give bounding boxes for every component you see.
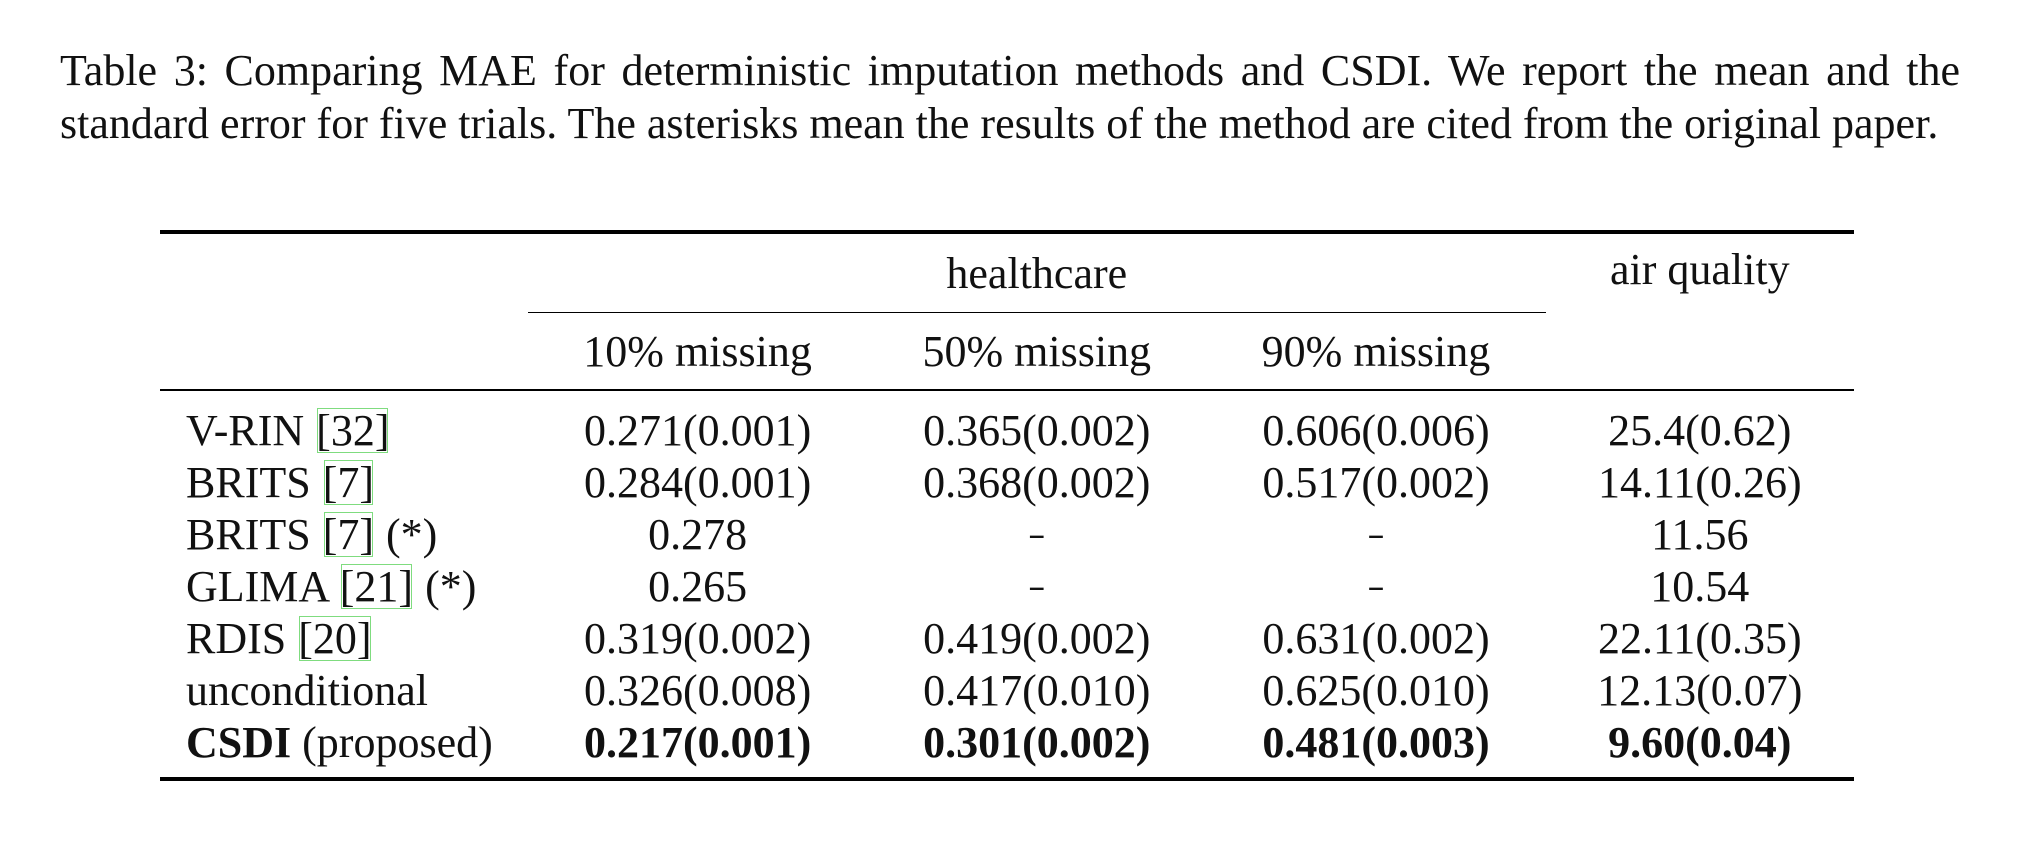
sub-header-blank xyxy=(160,313,528,391)
sub-header-90: 90% missing xyxy=(1261,326,1491,376)
value-cell: 10.54 xyxy=(1650,562,1750,611)
method-cell: BRITS [7] (*) xyxy=(160,509,528,561)
method-cell: RDIS [20] xyxy=(160,613,528,665)
method-suffix: (*) xyxy=(414,562,477,611)
results-table-container: healthcare air quality 10% missing 50% m… xyxy=(160,230,1854,781)
value-cell: 25.4(0.62) xyxy=(1608,406,1792,455)
method-suffix: (proposed) xyxy=(291,718,493,767)
table-row-unconditional: unconditional 0.326(0.008) 0.417(0.010) … xyxy=(160,665,1854,717)
value-cell: 22.11(0.35) xyxy=(1597,614,1802,663)
table-row-rdis: RDIS [20] 0.319(0.002) 0.419(0.002) 0.63… xyxy=(160,613,1854,665)
citation-link[interactable]: [7] xyxy=(322,510,375,559)
value-cell: 0.365(0.002) xyxy=(923,406,1151,455)
value-cell: 12.13(0.07) xyxy=(1597,666,1803,715)
value-cell: 0.368(0.002) xyxy=(923,458,1151,507)
citation-link[interactable]: [21] xyxy=(339,562,414,611)
value-cell-best: 0.481(0.003) xyxy=(1262,718,1490,767)
value-cell: 0.265 xyxy=(648,562,748,611)
value-cell: 14.11(0.26) xyxy=(1597,458,1802,507)
citation-link[interactable]: [7] xyxy=(322,458,375,507)
value-cell: 0.517(0.002) xyxy=(1262,458,1490,507)
citation-link[interactable]: [32] xyxy=(316,406,390,455)
method-name: BRITS xyxy=(186,458,322,507)
method-cell: V-RIN [32] xyxy=(160,390,528,457)
method-name: V-RIN xyxy=(186,406,316,455)
value-cell: 0.278 xyxy=(648,510,748,559)
value-cell: 0.417(0.010) xyxy=(923,666,1151,715)
method-name: GLIMA xyxy=(186,562,339,611)
method-cell: CSDI (proposed) xyxy=(160,717,528,779)
value-cell: 0.625(0.010) xyxy=(1262,666,1490,715)
value-cell: 0.284(0.001) xyxy=(583,458,812,507)
table-row-brits-cited: BRITS [7] (*) 0.278 – – 11.56 xyxy=(160,509,1854,561)
value-cell: – xyxy=(1028,515,1046,555)
table-row-csdi: CSDI (proposed) 0.217(0.001) 0.301(0.002… xyxy=(160,717,1854,779)
sub-header-50: 50% missing xyxy=(922,326,1152,376)
value-cell-best: 9.60(0.04) xyxy=(1608,718,1792,767)
value-cell: 0.326(0.008) xyxy=(583,666,812,715)
method-name: BRITS xyxy=(186,510,322,559)
value-cell: 0.606(0.006) xyxy=(1262,406,1490,455)
citation-link[interactable]: [20] xyxy=(298,614,372,663)
value-cell: 0.419(0.002) xyxy=(923,614,1151,663)
value-cell: – xyxy=(1367,515,1385,555)
value-cell-best: 0.217(0.001) xyxy=(583,718,812,767)
value-cell: 0.631(0.002) xyxy=(1262,614,1490,663)
value-cell: 11.56 xyxy=(1651,510,1749,559)
results-table: healthcare air quality 10% missing 50% m… xyxy=(160,230,1854,781)
header-method-blank xyxy=(160,232,528,313)
header-air-quality: air quality xyxy=(1609,245,1790,294)
value-cell: 0.271(0.001) xyxy=(583,406,812,455)
value-cell: 0.319(0.002) xyxy=(583,614,812,663)
value-cell: – xyxy=(1367,567,1385,607)
method-name: unconditional xyxy=(186,666,428,715)
method-cell: unconditional xyxy=(160,665,528,717)
method-name: CSDI xyxy=(186,718,292,767)
table-row-glima: GLIMA [21] (*) 0.265 – – 10.54 xyxy=(160,561,1854,613)
sub-header-10: 10% missing xyxy=(583,326,812,376)
method-cell: BRITS [7] xyxy=(160,457,528,509)
value-cell: – xyxy=(1028,567,1046,607)
header-healthcare: healthcare xyxy=(528,232,1546,313)
value-cell-best: 0.301(0.002) xyxy=(923,718,1151,767)
table-row-vrin: V-RIN [32] 0.271(0.001) 0.365(0.002) 0.6… xyxy=(160,390,1854,457)
method-name: RDIS xyxy=(186,614,298,663)
table-row-brits: BRITS [7] 0.284(0.001) 0.368(0.002) 0.51… xyxy=(160,457,1854,509)
table-caption: Table 3: Comparing MAE for deterministic… xyxy=(60,46,1960,148)
sub-header-row: 10% missing 50% missing 90% missing xyxy=(160,313,1854,391)
method-suffix: (*) xyxy=(375,510,438,559)
method-cell: GLIMA [21] (*) xyxy=(160,561,528,613)
group-header-row: healthcare air quality xyxy=(160,232,1854,313)
